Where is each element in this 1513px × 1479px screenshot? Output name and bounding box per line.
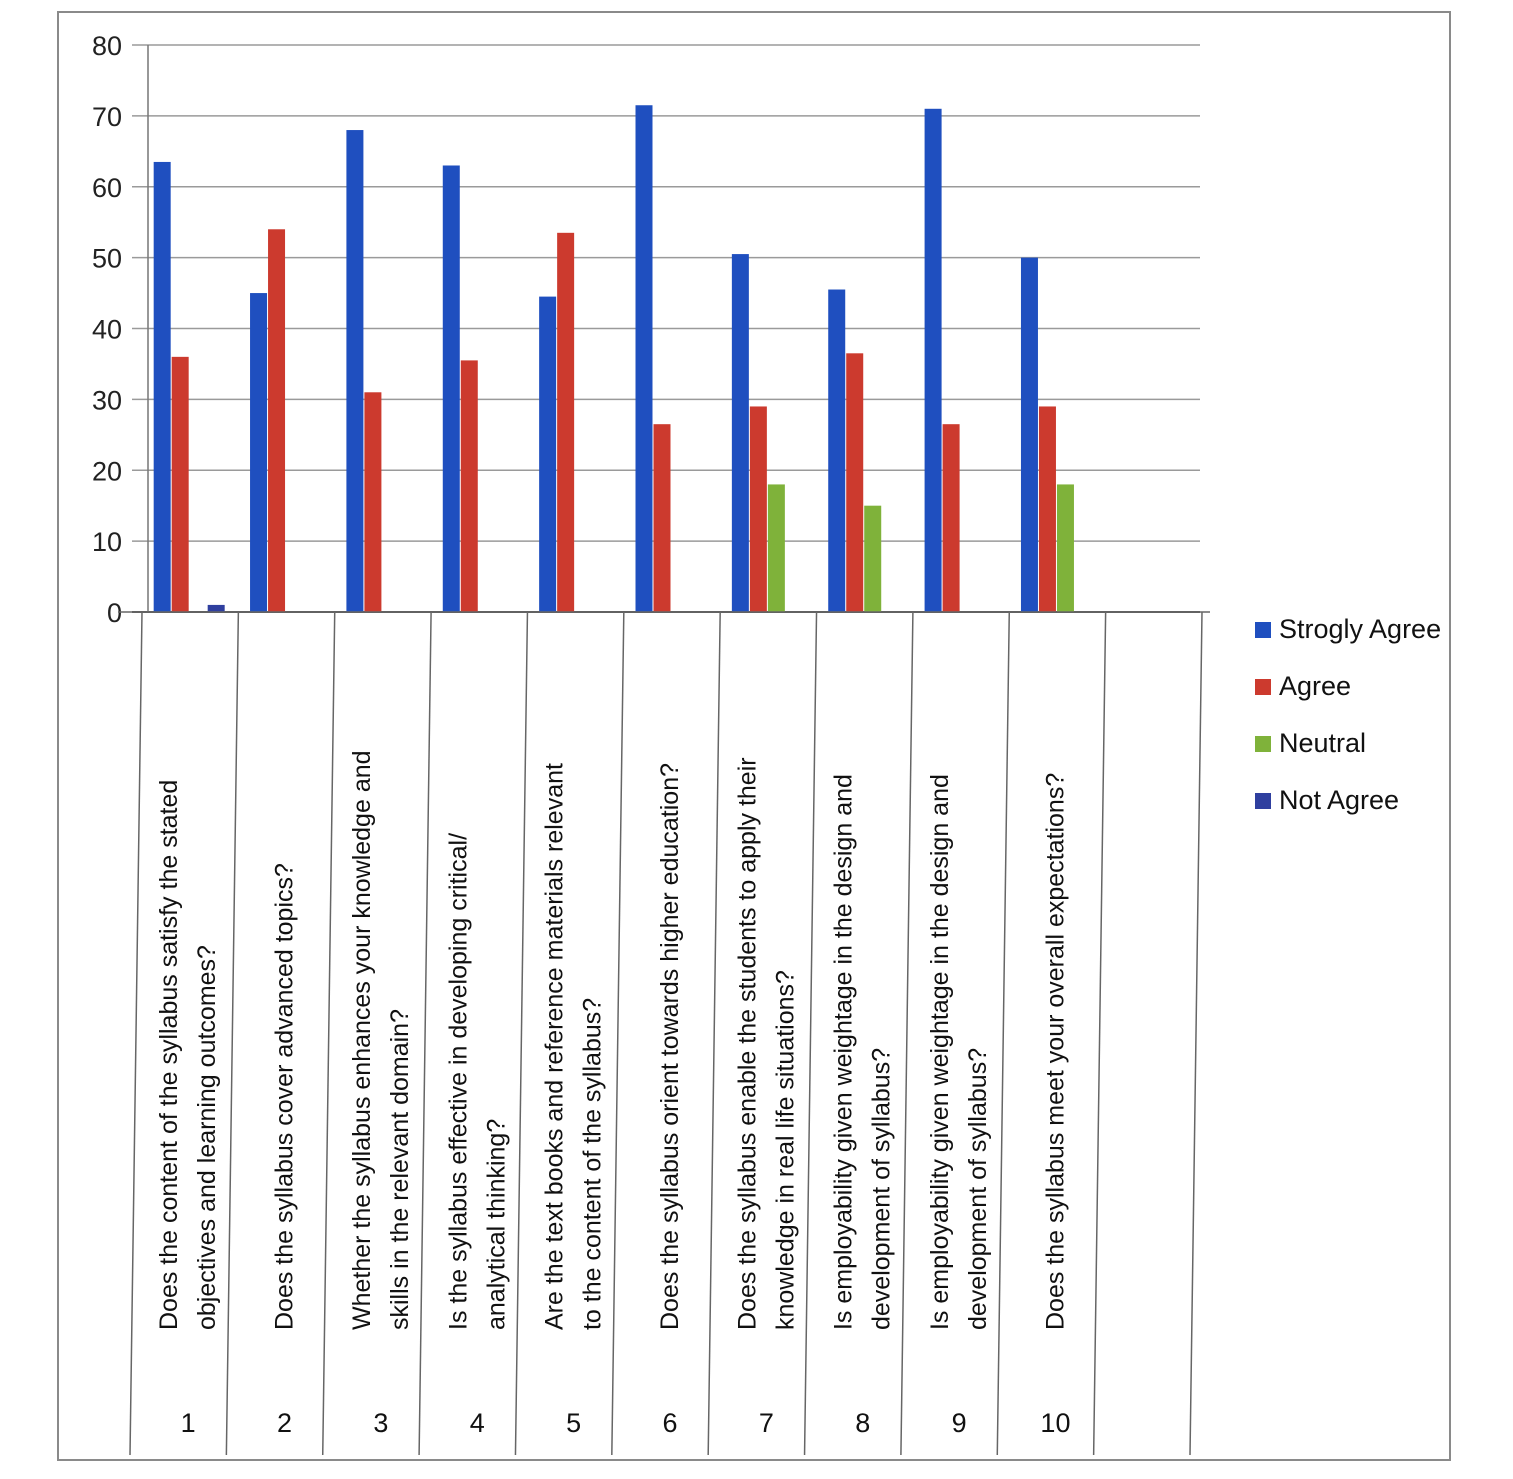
category-label: Does the syllabus enable the students to… [733, 757, 761, 1330]
y-tick-label: 10 [92, 527, 122, 557]
category-number: 1 [181, 1408, 196, 1438]
category-label: Does the syllabus meet your overall expe… [1041, 773, 1069, 1330]
y-tick-label: 40 [92, 315, 122, 345]
bar-strogly-agree [250, 293, 268, 612]
category-label: skills in the relevant domain? [386, 1009, 414, 1330]
y-tick-label: 30 [92, 385, 122, 415]
bar-agree [268, 229, 286, 612]
category-label: Does the content of the syllabus satisfy… [155, 780, 183, 1330]
category-number: 7 [759, 1408, 774, 1438]
legend-swatch [1255, 622, 1271, 638]
y-tick-label: 70 [92, 102, 122, 132]
y-axis-ticks: 0 10 20 30 40 50 60 70 80 [92, 31, 122, 628]
bar-agree [1038, 406, 1056, 612]
table-divider [225, 611, 240, 1456]
legend-label: Strogly Agree [1279, 614, 1441, 644]
bar-neutral [1056, 484, 1074, 612]
bar-not-agree [207, 604, 225, 612]
table-divider [129, 611, 143, 1456]
category-label: knowledge in real life situations? [771, 970, 799, 1330]
category-label: objectives and learning outcomes? [193, 945, 221, 1330]
category-number: 10 [1040, 1408, 1070, 1438]
legend-label: Not Agree [1279, 785, 1399, 815]
category-label: development of syllabus? [868, 1048, 896, 1330]
table-divider [996, 611, 1011, 1456]
table-divider [1092, 611, 1107, 1456]
table-divider [514, 611, 529, 1456]
bar-strogly-agree [346, 130, 364, 613]
category-number: 8 [855, 1408, 870, 1438]
category-number: 2 [277, 1408, 292, 1438]
category-label: Whether the syllabus enhances your knowl… [348, 750, 376, 1330]
category-label: Does the syllabus orient towards higher … [656, 763, 684, 1330]
legend-swatch [1255, 679, 1271, 695]
y-tick-label: 80 [92, 31, 122, 61]
bar-strogly-agree [1020, 257, 1038, 612]
chart-frame [57, 11, 1451, 1461]
bar-strogly-agree [153, 161, 171, 612]
category-label: Are the text books and reference materia… [541, 763, 569, 1330]
category-table [118, 611, 1210, 1456]
legend-swatch [1255, 736, 1271, 752]
y-tick-label: 60 [92, 173, 122, 203]
y-tick-label: 20 [92, 456, 122, 486]
bar-strogly-agree [731, 254, 749, 613]
bar-agree [942, 424, 960, 612]
category-label: to the content of the syllabus? [579, 998, 607, 1330]
bar-agree [364, 392, 382, 612]
bar-agree [171, 356, 189, 612]
bar-agree [653, 424, 671, 612]
category-number: 6 [662, 1408, 677, 1438]
bar-strogly-agree [539, 296, 557, 612]
bar-agree [846, 353, 864, 612]
legend-label: Neutral [1279, 728, 1366, 758]
table-divider [803, 611, 818, 1456]
category-number: 5 [566, 1408, 581, 1438]
category-label: Is employability given weightage in the … [830, 774, 858, 1330]
category-label: development of syllabus? [964, 1048, 992, 1330]
table-divider [418, 611, 432, 1456]
table-divider [900, 611, 914, 1456]
bar-neutral [864, 505, 882, 612]
bar-strogly-agree [924, 108, 942, 612]
table-divider [1189, 611, 1203, 1456]
category-label: Is the syllabus effective in developing … [444, 833, 472, 1330]
bar-neutral [767, 484, 785, 612]
category-label: Does the syllabus cover advanced topics? [271, 863, 299, 1330]
legend-swatch [1255, 793, 1271, 809]
bar-agree [460, 360, 478, 612]
table-divider [707, 611, 721, 1456]
bar-strogly-agree [442, 165, 460, 613]
table-divider [611, 611, 625, 1456]
category-number: 9 [952, 1408, 967, 1438]
y-tick-label: 50 [92, 244, 122, 274]
bar-strogly-agree [635, 105, 653, 613]
category-label: analytical thinking? [482, 1119, 510, 1330]
bar-agree [557, 232, 575, 612]
table-divider [321, 611, 336, 1456]
category-number: 4 [470, 1408, 485, 1438]
y-tick-label: 0 [107, 598, 122, 628]
legend-label: Agree [1279, 671, 1351, 701]
legend: Strogly Agree Agree Neutral Not Agree [1255, 614, 1441, 815]
bar-strogly-agree [828, 289, 846, 612]
bars [153, 105, 1074, 613]
bar-agree [749, 406, 767, 612]
category-number: 3 [373, 1408, 388, 1438]
category-labels: Does the content of the syllabus satisfy… [155, 750, 1070, 1438]
category-label: Is employability given weightage in the … [926, 774, 954, 1330]
